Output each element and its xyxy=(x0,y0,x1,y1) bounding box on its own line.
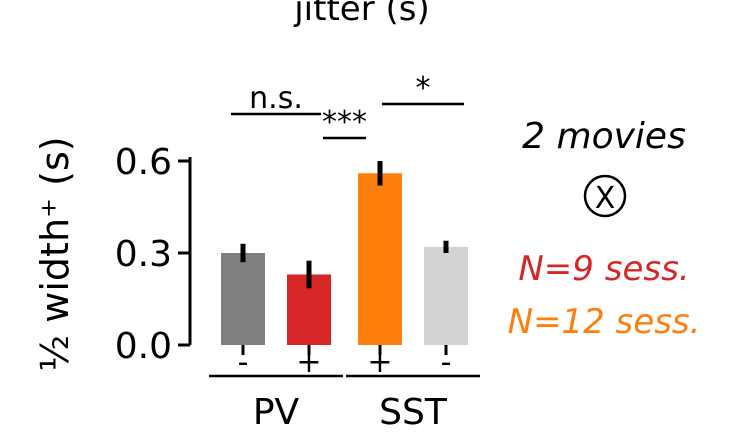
significance-label: n.s. xyxy=(249,81,303,116)
x-tick-label: + xyxy=(367,345,392,380)
y-tick-label: 0.0 xyxy=(115,326,172,367)
movies-label: 2 movies xyxy=(522,116,686,157)
cross-symbol: X xyxy=(595,181,616,216)
bar xyxy=(221,253,265,345)
bar xyxy=(424,246,468,345)
cross-circle-icon xyxy=(583,174,627,218)
group-label: PV xyxy=(253,392,300,433)
x-tick-label: + xyxy=(296,345,321,380)
x-labels: PV SST xyxy=(209,374,480,433)
x-tick-label: - xyxy=(238,345,249,380)
y-ticks: 0.0 0.3 0.6 xyxy=(115,142,190,367)
chart-title: jitter (s) xyxy=(293,0,430,29)
n-sst-label: N=12 sess. xyxy=(508,302,701,342)
y-tick-label: 0.3 xyxy=(115,234,172,275)
significance-label: * xyxy=(416,71,431,106)
n-pv-label: N=9 sess. xyxy=(518,249,689,289)
bars: - + + - xyxy=(221,161,468,380)
group-label: SST xyxy=(379,392,448,433)
significance-label: *** xyxy=(322,105,367,140)
y-tick-label: 0.6 xyxy=(115,142,172,183)
significance-brackets: n.s.**** xyxy=(231,71,464,140)
x-tick-label: - xyxy=(441,345,452,380)
y-axis-label: ½ width⁺ (s) xyxy=(33,136,77,371)
bar xyxy=(358,173,402,345)
